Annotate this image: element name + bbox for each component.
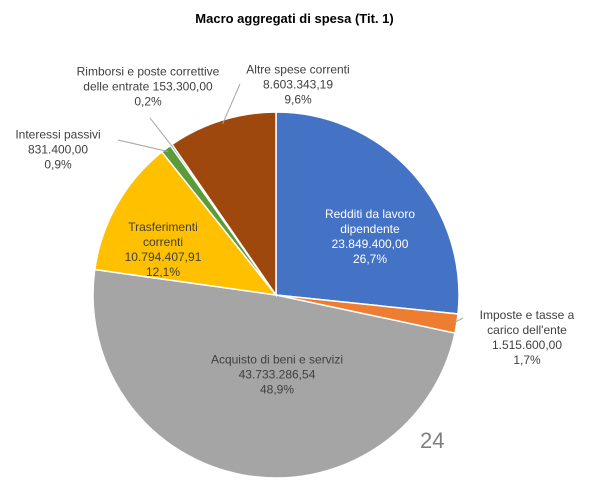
data-label: Interessi passivi 831.400,00 0,9% <box>3 128 113 173</box>
data-label: Redditi da lavoro dipendente 23.849.400,0… <box>305 207 435 267</box>
page-number: 24 <box>420 428 445 453</box>
value-label: 43.733.286,54 <box>238 367 316 382</box>
value-label: 831.400,00 <box>27 142 89 157</box>
percent-label: 0,9% <box>44 157 72 172</box>
leader-line <box>222 83 241 124</box>
value-label: 153.300,00 <box>152 79 213 94</box>
pie-slice <box>92 268 456 479</box>
percent-label: 0,2% <box>134 94 162 109</box>
data-label: Imposte e tasse a carico dell'ente 1.515.… <box>465 308 589 368</box>
leader-line <box>117 139 169 153</box>
data-label: Rimborsi e poste correttive delle entrat… <box>73 65 223 110</box>
pie-slice <box>93 150 278 297</box>
chart-title: Macro aggregati di spesa (Tit. 1) <box>195 11 394 26</box>
category-label: Trasferimenti correnti <box>128 220 198 249</box>
percent-label: 9,6% <box>284 92 312 107</box>
value-label: 10.794.407,91 <box>124 250 202 264</box>
category-label: Rimborsi e poste correttive delle entrat… <box>76 64 220 94</box>
category-label: Imposte e tasse a carico dell'ente <box>479 308 575 337</box>
leader-line <box>149 117 174 149</box>
category-label: Altre spese correnti <box>246 62 350 77</box>
percent-label: 1,7% <box>513 353 541 367</box>
percent-label: 12,1% <box>145 265 181 279</box>
value-label: 8.603.343,19 <box>262 77 334 92</box>
category-label: Redditi da lavoro dipendente <box>324 207 416 236</box>
pie-slice <box>275 111 460 315</box>
pie-slice <box>171 111 277 298</box>
data-label: Altre spese correnti 8.603.343,19 9,6% <box>228 63 368 108</box>
data-label: Acquisto di beni e servizi 43.733.286,54 4… <box>182 353 372 398</box>
leader-line <box>452 317 464 324</box>
percent-label: 26,7% <box>352 252 388 266</box>
data-label: Trasferimenti correnti 10.794.407,91 12,1% <box>108 220 218 280</box>
value-label: 1.515.600,00 <box>491 338 563 352</box>
category-label: Acquisto di beni e servizi <box>210 352 344 367</box>
category-label: Interessi passivi <box>15 127 101 142</box>
percent-label: 48,9% <box>259 382 295 397</box>
value-label: 23.849.400,00 <box>331 237 409 251</box>
